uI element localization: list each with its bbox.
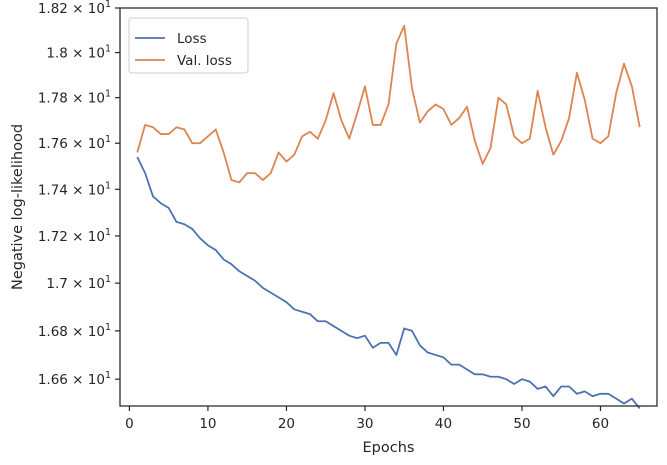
x-tick-label: 10 (199, 416, 216, 432)
x-tick-label: 50 (513, 416, 530, 432)
x-tick-label: 30 (356, 416, 373, 432)
y-ticks: 1.66 × 101 1.68 × 101 1.7 × 101 1.72 × 101 1… (38, 0, 120, 388)
y-tick-label: 1.72 × 101 (38, 227, 111, 245)
x-ticks: 0 10 20 30 40 50 60 (125, 406, 609, 432)
y-tick-label: 1.78 × 101 (38, 89, 111, 107)
plot-area: 0 10 20 30 40 50 60 1.66 × 101 1.68 × 101 1.7 × … (38, 0, 658, 432)
line-layer (136, 24, 641, 410)
y-tick-label: 1.68 × 101 (38, 322, 111, 340)
series-line-val-loss (136, 24, 641, 184)
axes-frame (119, 7, 658, 407)
y-tick-label: 1.7 × 101 (46, 274, 111, 292)
x-tick-label: 40 (435, 416, 452, 432)
x-axis-label: Epochs (363, 440, 415, 456)
legend: Loss Val. loss (128, 17, 249, 74)
x-tick-label: 20 (278, 416, 295, 432)
legend-label-loss: Loss (177, 31, 207, 47)
y-tick-label: 1.8 × 101 (46, 44, 111, 62)
y-tick-label: 1.76 × 101 (38, 134, 111, 152)
x-tick-label: 0 (125, 416, 134, 432)
x-tick-label: 60 (592, 416, 609, 432)
series-line-loss (136, 156, 641, 410)
y-tick-label: 1.82 × 101 (38, 0, 111, 17)
y-axis-label: Negative log-likelihood (10, 124, 26, 290)
y-tick-label: 1.66 × 101 (38, 370, 111, 388)
legend-label-val-loss: Val. loss (177, 53, 232, 69)
y-tick-label: 1.74 × 101 (38, 180, 111, 198)
